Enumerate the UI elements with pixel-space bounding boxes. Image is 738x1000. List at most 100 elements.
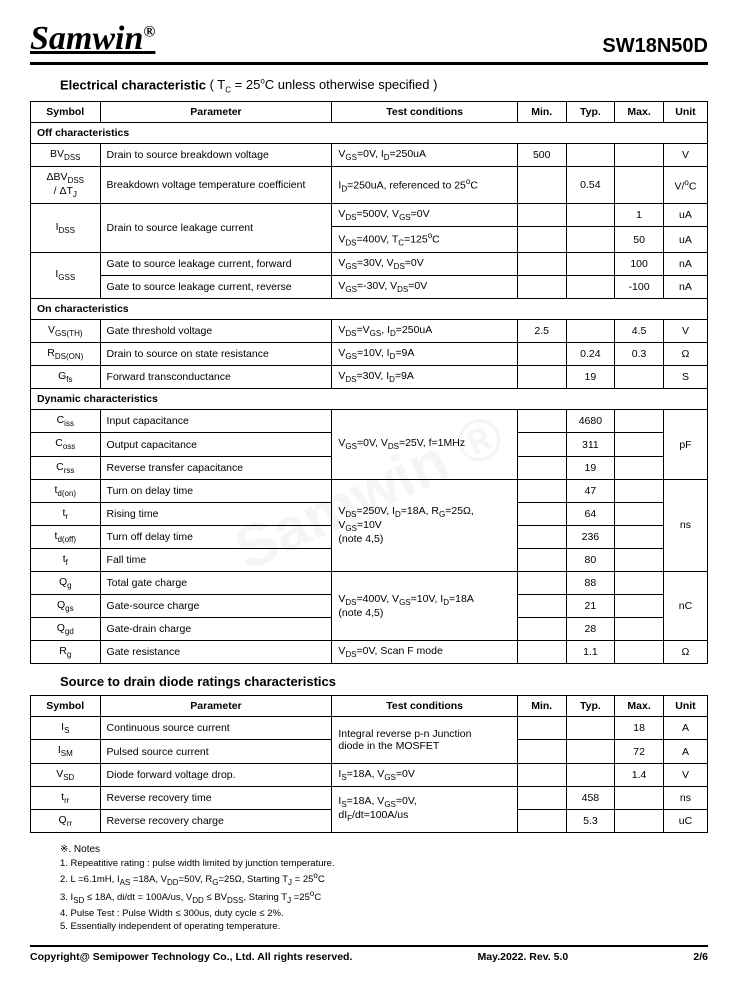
row-vgsth: VGS(TH) Gate threshold voltage VDS=VGS, … xyxy=(31,320,708,343)
param: Breakdown voltage temperature coefficien… xyxy=(100,167,332,204)
typ xyxy=(566,252,615,275)
col-typ: Typ. xyxy=(566,696,615,717)
unit: Ω xyxy=(663,641,707,664)
max: 50 xyxy=(615,227,664,253)
param: Drain to source breakdown voltage xyxy=(100,143,332,166)
sym: tf xyxy=(31,548,101,571)
sym: td(off) xyxy=(31,525,101,548)
min xyxy=(517,167,566,204)
min xyxy=(517,366,566,389)
max xyxy=(615,502,664,525)
sym: VGS(TH) xyxy=(31,320,101,343)
param: Reverse transfer capacitance xyxy=(100,456,332,479)
notes-title: ※. Notes xyxy=(60,843,708,857)
unit: Ω xyxy=(663,343,707,366)
title-norm: ( TC = 25oC unless otherwise specified ) xyxy=(206,77,437,92)
param: Output capacitance xyxy=(100,433,332,456)
unit: V/oC xyxy=(663,167,707,204)
param: Fall time xyxy=(100,548,332,571)
col-typ: Typ. xyxy=(566,101,615,122)
sym: Qg xyxy=(31,572,101,595)
diode-table: Symbol Parameter Test conditions Min. Ty… xyxy=(30,695,708,832)
max xyxy=(615,433,664,456)
title-bold: Electrical characteristic xyxy=(60,77,206,92)
footer-date: May.2022. Rev. 5.0 xyxy=(478,951,569,963)
col-min: Min. xyxy=(517,696,566,717)
unit: ns xyxy=(663,786,707,809)
typ: 0.24 xyxy=(566,343,615,366)
typ: 88 xyxy=(566,572,615,595)
col-max: Max. xyxy=(615,101,664,122)
table-header-row: Symbol Parameter Test conditions Min. Ty… xyxy=(31,696,708,717)
section-title-electrical: Electrical characteristic ( TC = 25oC un… xyxy=(60,77,708,95)
min xyxy=(517,809,566,832)
min xyxy=(517,204,566,227)
footer-copyright: Copyright@ Semipower Technology Co., Ltd… xyxy=(30,951,352,963)
typ xyxy=(566,763,615,786)
max xyxy=(615,456,664,479)
max: 1.4 xyxy=(615,763,664,786)
unit: A xyxy=(663,740,707,763)
row-bvdss: BVDSS Drain to source breakdown voltage … xyxy=(31,143,708,166)
typ xyxy=(566,204,615,227)
param: Reverse recovery charge xyxy=(100,809,332,832)
param: Turn off delay time xyxy=(100,525,332,548)
typ: 0.54 xyxy=(566,167,615,204)
param: Reverse recovery time xyxy=(100,786,332,809)
col-conditions: Test conditions xyxy=(332,696,517,717)
min xyxy=(517,227,566,253)
sym: td(on) xyxy=(31,479,101,502)
min xyxy=(517,740,566,763)
typ xyxy=(566,143,615,166)
group-off: Off characteristics xyxy=(31,122,708,143)
min: 2.5 xyxy=(517,320,566,343)
row-qg: Qg Total gate charge VDS=400V, VGS=10V, … xyxy=(31,572,708,595)
part-number: SW18N50D xyxy=(602,35,708,58)
min xyxy=(517,410,566,433)
min xyxy=(517,275,566,298)
param: Total gate charge xyxy=(100,572,332,595)
col-parameter: Parameter xyxy=(100,696,332,717)
col-symbol: Symbol xyxy=(31,101,101,122)
max xyxy=(615,618,664,641)
max xyxy=(615,548,664,571)
param: Gate threshold voltage xyxy=(100,320,332,343)
sym: Gfs xyxy=(31,366,101,389)
row-gfs: Gfs Forward transconductance VDS=30V, ID… xyxy=(31,366,708,389)
typ: 1.1 xyxy=(566,641,615,664)
sym: IGSS xyxy=(31,252,101,298)
sym: Crss xyxy=(31,456,101,479)
max xyxy=(615,410,664,433)
max xyxy=(615,572,664,595)
max xyxy=(615,366,664,389)
max: 18 xyxy=(615,717,664,740)
col-min: Min. xyxy=(517,101,566,122)
min xyxy=(517,252,566,275)
unit: pF xyxy=(663,410,707,479)
row-dbvdss: ΔBVDSS/ ΔTJ Breakdown voltage temperatur… xyxy=(31,167,708,204)
unit: nA xyxy=(663,252,707,275)
cond: Integral reverse p-n Junctiondiode in th… xyxy=(332,717,517,763)
sym: ΔBVDSS/ ΔTJ xyxy=(31,167,101,204)
cond: IS=18A, VGS=0V xyxy=(332,763,517,786)
unit: V xyxy=(663,143,707,166)
cond: IS=18A, VGS=0V,dIF/dt=100A/us xyxy=(332,786,517,832)
max xyxy=(615,143,664,166)
param: Diode forward voltage drop. xyxy=(100,763,332,786)
page-header: Samwin® SW18N50D xyxy=(30,20,708,65)
row-vsd: VSD Diode forward voltage drop. IS=18A, … xyxy=(31,763,708,786)
max xyxy=(615,641,664,664)
max: 1 xyxy=(615,204,664,227)
param: Gate to source leakage current, reverse xyxy=(100,275,332,298)
col-symbol: Symbol xyxy=(31,696,101,717)
typ: 47 xyxy=(566,479,615,502)
typ xyxy=(566,227,615,253)
param: Drain to source on state resistance xyxy=(100,343,332,366)
max: 0.3 xyxy=(615,343,664,366)
unit: V xyxy=(663,320,707,343)
row-rg: Rg Gate resistance VDS=0V, Scan F mode 1… xyxy=(31,641,708,664)
param: Gate-source charge xyxy=(100,595,332,618)
max: 4.5 xyxy=(615,320,664,343)
typ xyxy=(566,717,615,740)
unit: nA xyxy=(663,275,707,298)
